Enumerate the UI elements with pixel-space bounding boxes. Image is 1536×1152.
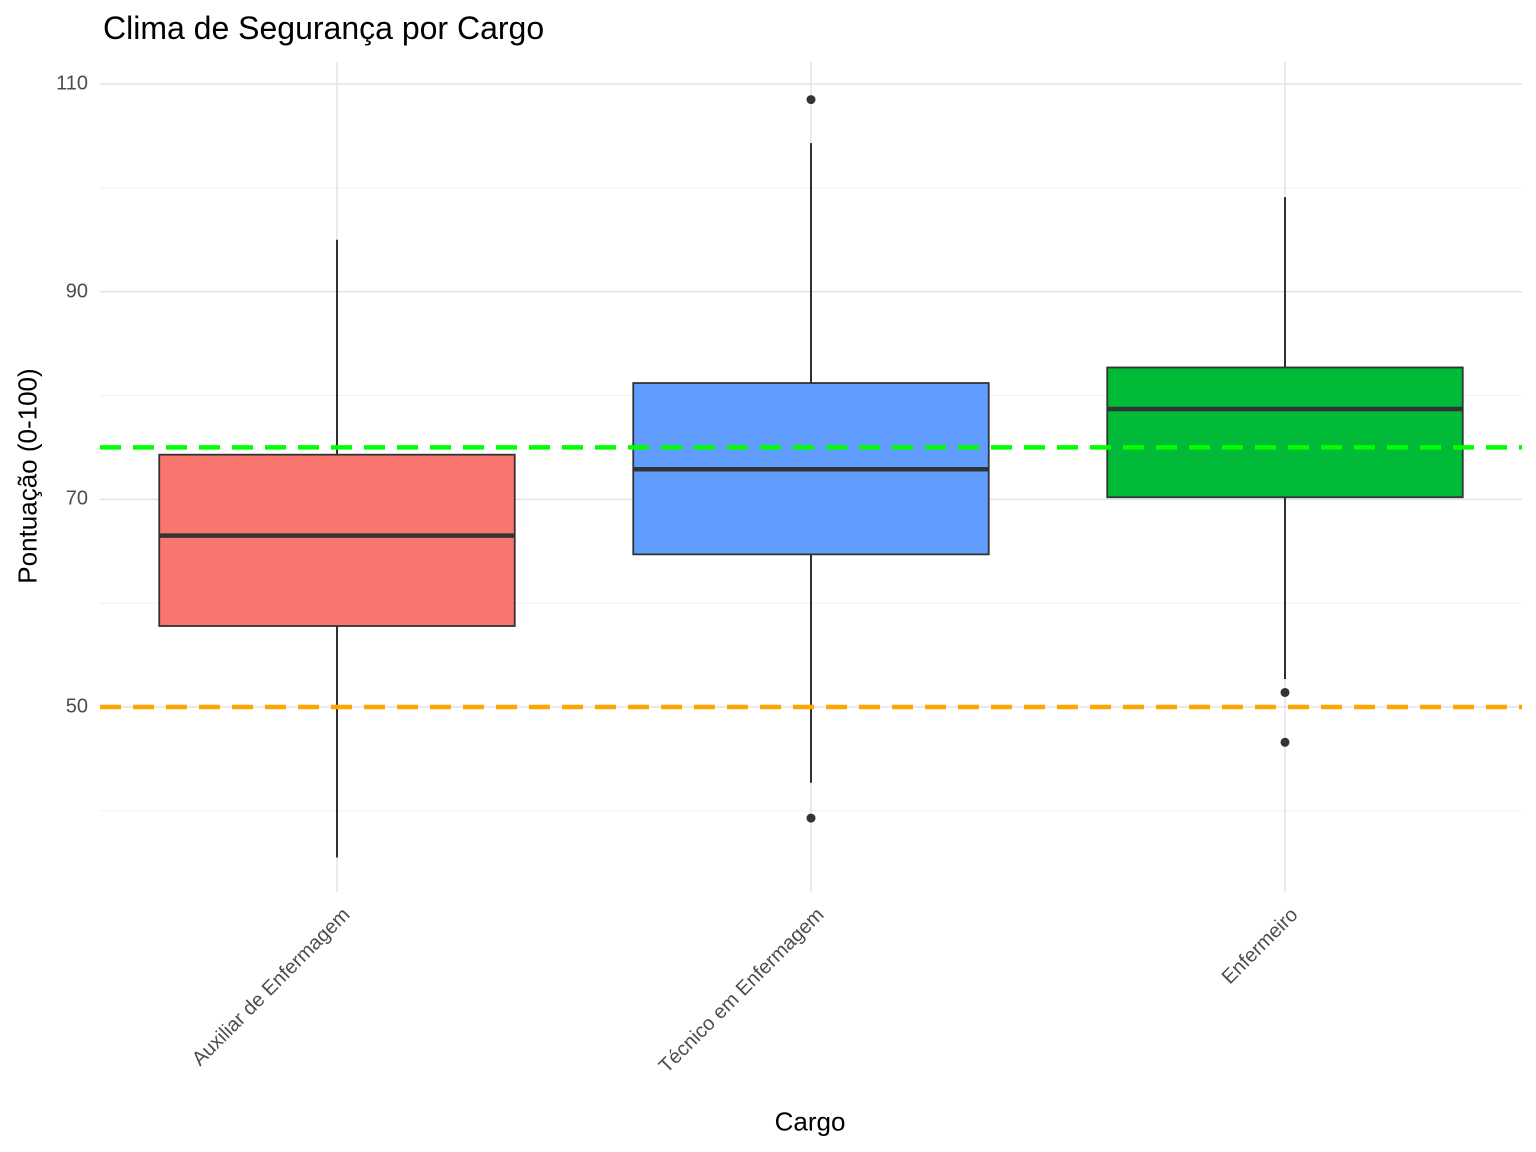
x-axis-title: Cargo [774, 1106, 846, 1137]
outlier-point [1280, 687, 1290, 697]
outlier-point [806, 95, 816, 105]
boxplot-1 [158, 239, 516, 858]
boxplots [158, 95, 1464, 858]
y-tick-label: 90 [65, 280, 88, 303]
boxplot-2 [632, 95, 990, 823]
chart-title: Clima de Segurança por Cargo [103, 10, 545, 46]
y-tick-label: 50 [65, 695, 88, 718]
y-axis-title: Pontuação (0-100) [12, 368, 43, 584]
outlier-point [806, 813, 816, 823]
outlier-point [1280, 737, 1290, 747]
y-tick-label: 70 [65, 487, 88, 510]
box [1106, 366, 1464, 499]
boxplot-3 [1106, 197, 1464, 747]
box [158, 453, 516, 627]
y-tick-label: 110 [56, 72, 88, 95]
reference-lines [100, 445, 1522, 710]
